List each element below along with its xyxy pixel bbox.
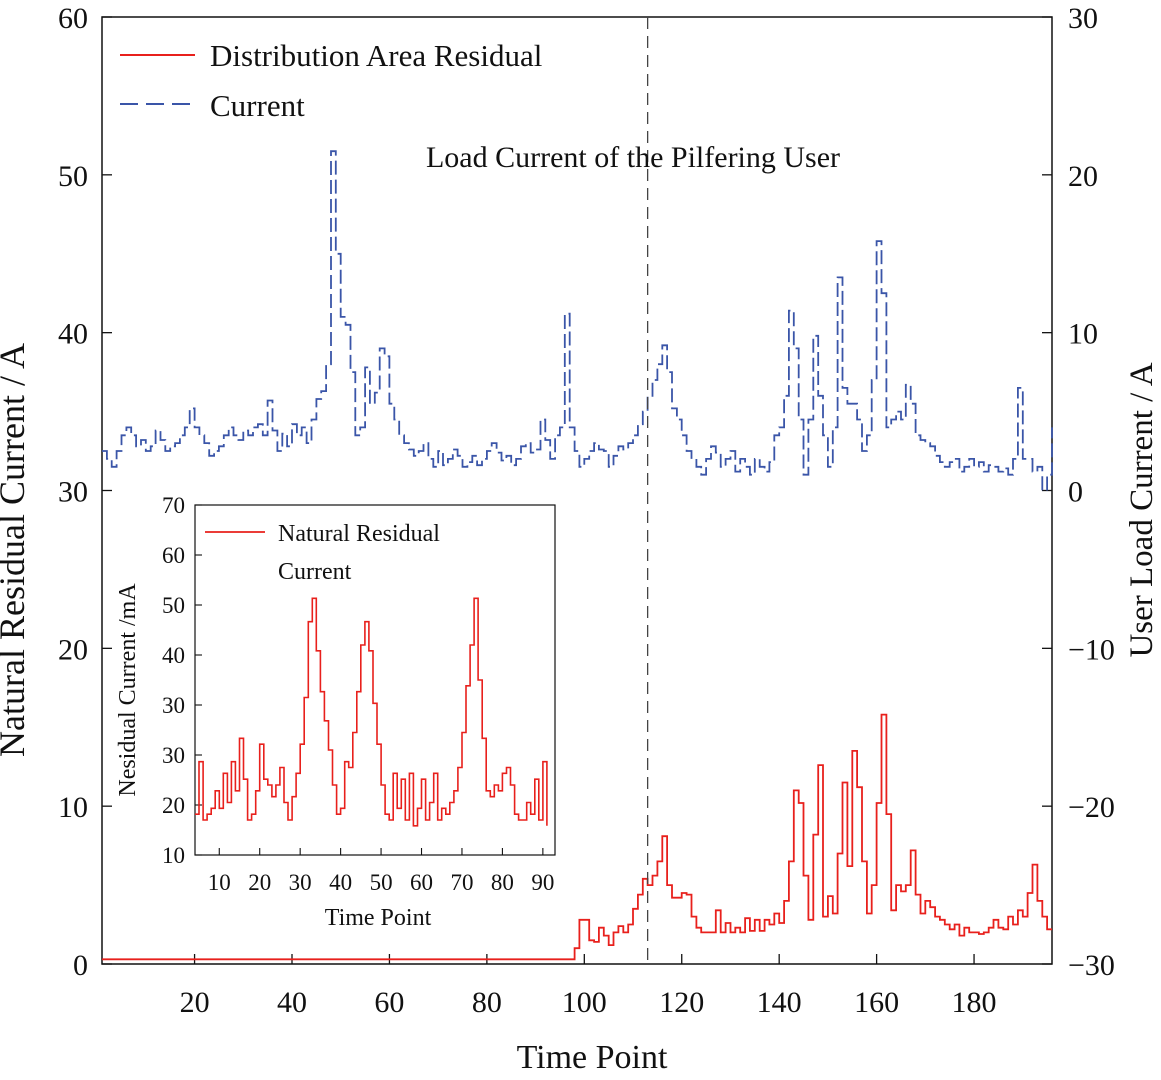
main-x-tick-label: 160: [854, 986, 899, 1019]
main-y-left-tick-label: 60: [58, 2, 88, 35]
inset-x-tick-label: 80: [491, 870, 514, 895]
inset-ticks: 10 20 30 40 50 60 70 80 90 10 20 30 30 40 50 60 70: [162, 493, 554, 895]
main-y-right-tick-label: 0: [1068, 476, 1083, 509]
inset-legend-label-line-2: Current: [278, 559, 352, 585]
legend-label-current: Current: [210, 88, 305, 123]
main-y-right-tick-label: −20: [1068, 791, 1115, 824]
inset-x-tick-label: 40: [329, 870, 352, 895]
inset-series: [195, 597, 548, 827]
main-y-right-tick-label: 30: [1068, 2, 1098, 35]
main-y-right-tick-label: −10: [1068, 633, 1115, 666]
main-y-left-tick-label: 0: [73, 949, 88, 982]
inset-legend-label-line-1: Natural Residual: [278, 521, 440, 547]
main-y-right-tick-label: 20: [1068, 160, 1098, 193]
main-series: [102, 150, 1053, 961]
main-legend: Distribution Area Residual Current: [120, 38, 542, 123]
inset-x-axis-title: Time Point: [325, 905, 432, 931]
inset-y-tick-label: 20: [162, 793, 185, 818]
inset-bg: [186, 505, 555, 855]
main-y-left-axis-title: Natural Residual Current / A: [0, 343, 32, 757]
main-ticks: 20 40 60 80 100 120 140 160 1800102030405060−30−…: [58, 2, 1115, 1019]
main-x-tick-label: 20: [180, 986, 210, 1019]
inset-y-tick-label: 30: [162, 693, 185, 718]
inset-y-tick-label: 40: [162, 643, 185, 668]
main-x-tick-label: 80: [472, 986, 502, 1019]
inset-x-tick-label: 10: [208, 870, 231, 895]
main-x-tick-label: 60: [374, 986, 404, 1019]
main-x-tick-label: 180: [952, 986, 997, 1019]
inset-x-tick-label: 20: [248, 870, 271, 895]
series-current: [102, 150, 1053, 492]
inset-y-axis-title: Nesidual Current /mA: [115, 583, 141, 797]
main-y-right-tick-label: 10: [1068, 318, 1098, 351]
main-y-right-axis-title: User Load Current / A: [1124, 362, 1160, 657]
inset-legend-label: Natural Residual Current: [278, 521, 440, 585]
inset-x-tick-label: 60: [410, 870, 433, 895]
series-distribution-area-residual: [102, 713, 1052, 961]
main-y-left-tick-label: 10: [58, 791, 88, 824]
legend-label-residual: Distribution Area Residual: [210, 38, 542, 73]
main-x-tick-label: 40: [277, 986, 307, 1019]
series-natural-residual-current: [195, 597, 548, 827]
main-y-left-tick-label: 20: [58, 633, 88, 666]
inset-x-tick-label: 50: [370, 870, 393, 895]
main-y-left-tick-label: 50: [58, 160, 88, 193]
inset-y-tick-label: 60: [162, 543, 185, 568]
inset-y-tick-label: 10: [162, 843, 185, 868]
inset-chart: 10 20 30 40 50 60 70 80 90 10 20 30 30 40 50 60 70 Natur…: [115, 493, 556, 931]
inset-x-tick-label: 30: [289, 870, 312, 895]
pilfering-annotation: Load Current of the Pilfering User: [426, 141, 840, 174]
inset-y-tick-label: 70: [162, 493, 185, 518]
inset-x-tick-label: 90: [531, 870, 554, 895]
main-x-tick-label: 120: [659, 986, 704, 1019]
main-x-tick-label: 100: [562, 986, 607, 1019]
inset-y-tick-label: 50: [162, 593, 185, 618]
main-x-axis-title: Time Point: [517, 1039, 668, 1075]
inset-x-tick-label: 70: [450, 870, 473, 895]
main-x-tick-label: 140: [757, 986, 802, 1019]
inset-y-tick-label: 30: [162, 743, 185, 768]
main-y-right-tick-label: −30: [1068, 949, 1115, 982]
inset-plot-frame: [194, 504, 556, 856]
main-y-left-tick-label: 40: [58, 318, 88, 351]
main-y-left-tick-label: 30: [58, 476, 88, 509]
